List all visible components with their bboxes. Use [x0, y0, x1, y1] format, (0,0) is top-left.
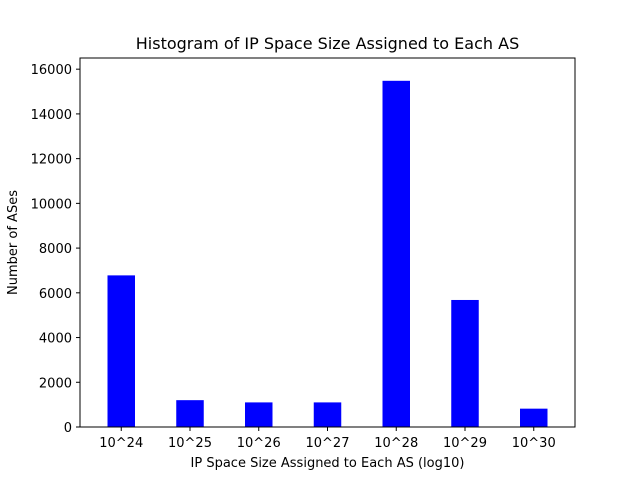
- chart-title: Histogram of IP Space Size Assigned to E…: [136, 34, 519, 53]
- bar-10^24: [107, 275, 135, 427]
- y-tick-label: 14000: [31, 108, 72, 123]
- y-tick-label: 0: [64, 421, 72, 436]
- x-axis-title: IP Space Size Assigned to Each AS (log10…: [191, 456, 465, 471]
- y-axis-title: Number of ASes: [6, 190, 21, 295]
- x-tick-label: 10^26: [237, 436, 281, 451]
- y-tick-label: 8000: [39, 242, 72, 257]
- bar-10^27: [313, 402, 342, 427]
- x-tick-label: 10^25: [168, 436, 212, 451]
- y-tick-label: 4000: [39, 332, 72, 347]
- y-tick-label: 10000: [31, 197, 72, 212]
- bars-group: [107, 80, 548, 427]
- bar-10^30: [520, 408, 548, 427]
- x-axis: 10^24 10^25 10^26 10^27 10^28 10^29 10^30: [99, 427, 556, 451]
- x-tick-label: 10^24: [99, 436, 143, 451]
- x-tick-label: 10^30: [512, 436, 556, 451]
- bar-10^29: [451, 299, 479, 427]
- bar-10^25: [176, 400, 204, 427]
- y-tick-label: 12000: [31, 153, 72, 168]
- y-tick-label: 16000: [31, 63, 72, 78]
- y-tick-label: 6000: [39, 287, 72, 302]
- x-tick-label: 10^27: [306, 436, 350, 451]
- plot-frame: [79, 57, 576, 428]
- x-tick-label: 10^29: [443, 436, 487, 451]
- y-axis: 0 2000 4000 6000 8000 10000 12000 14000 16000: [31, 63, 80, 436]
- bar-10^28: [382, 80, 410, 427]
- bar-10^26: [245, 402, 273, 427]
- y-tick-label: 2000: [39, 376, 72, 391]
- x-tick-label: 10^28: [374, 436, 418, 451]
